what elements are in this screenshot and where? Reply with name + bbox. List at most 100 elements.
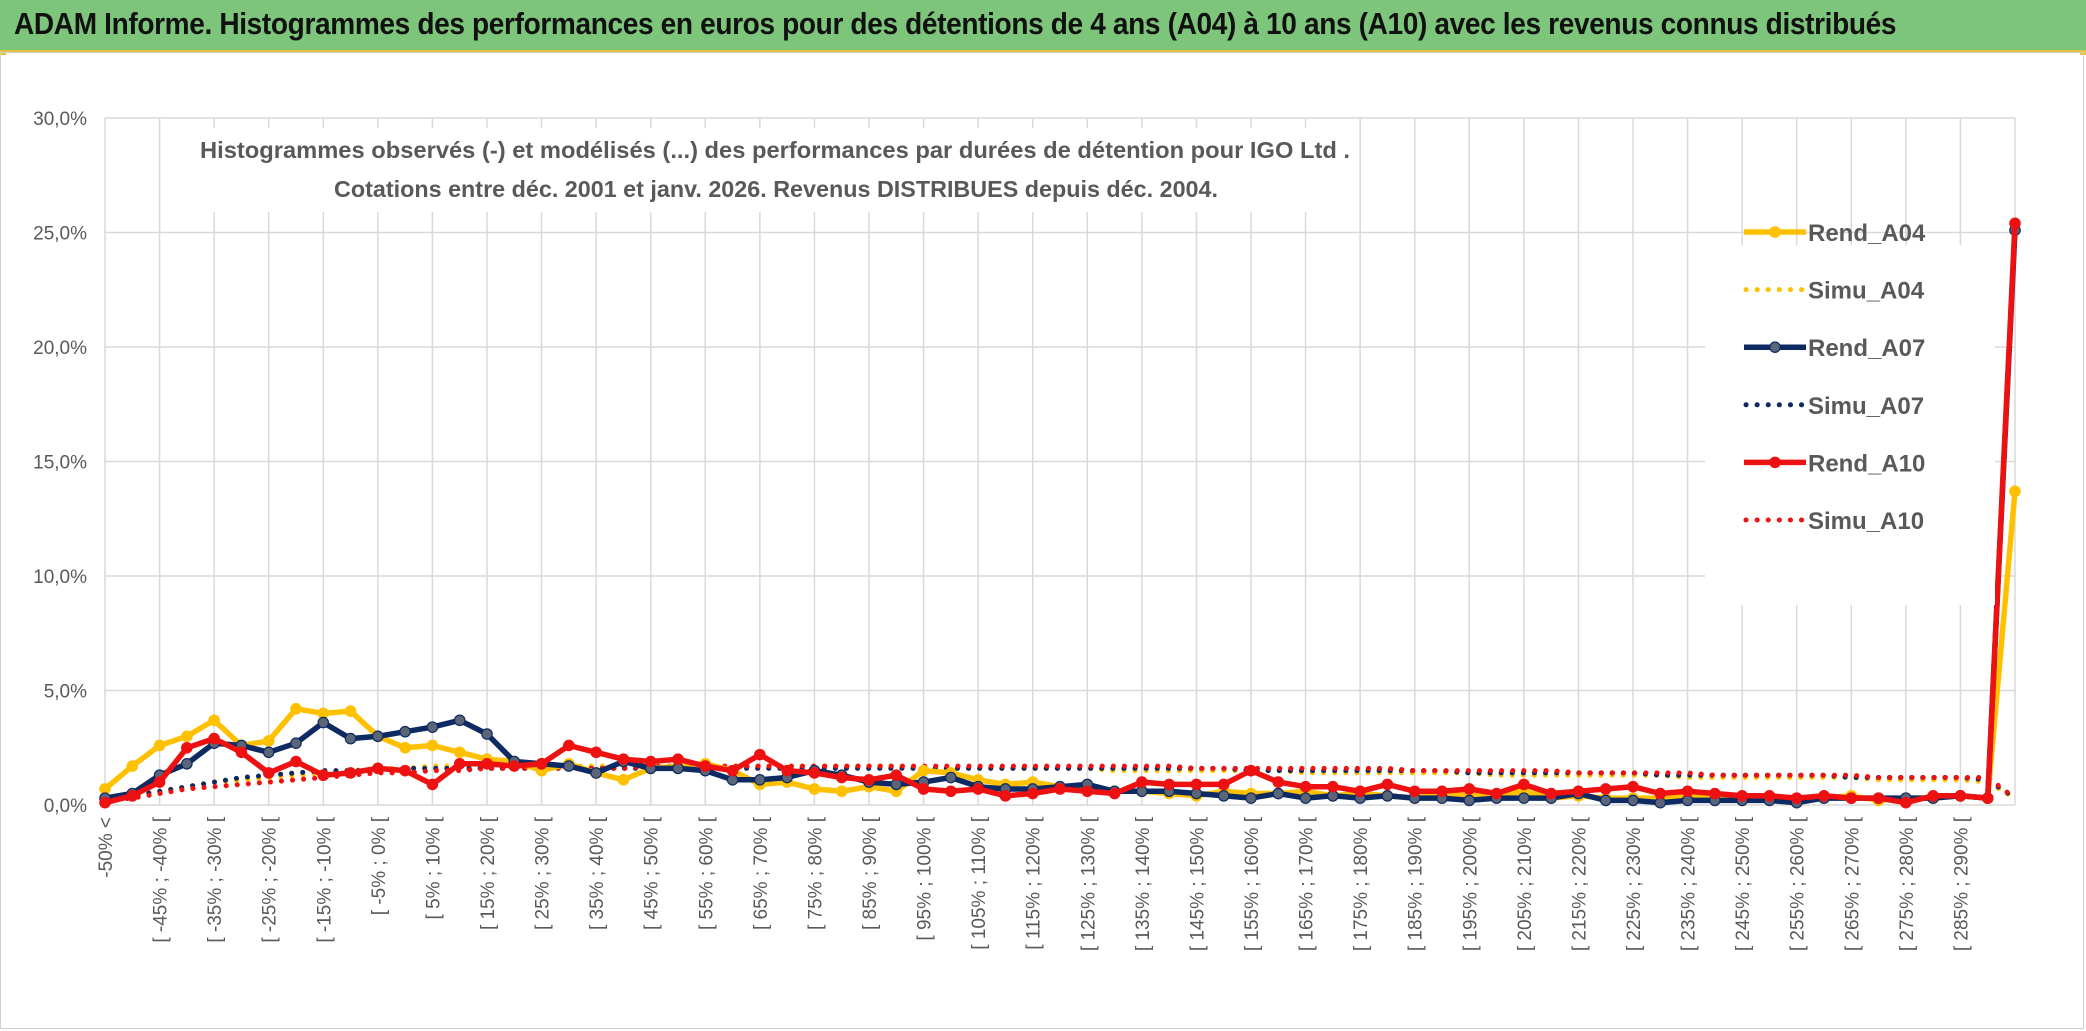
data-point-rend-a04 <box>262 735 275 747</box>
data-point-rend-a10 <box>563 739 575 752</box>
data-point-rend-a04 <box>453 746 466 759</box>
data-point-rend-a10 <box>1763 790 1776 802</box>
data-point-rend-a10 <box>1845 792 1858 804</box>
data-point-rend-a10 <box>999 790 1012 802</box>
data-point-rend-a10 <box>1436 785 1448 798</box>
legend-label-simu-a07: Simu_A07 <box>1808 393 1924 420</box>
legend-label-simu-a10: Simu_A10 <box>1808 508 1924 535</box>
x-tick-label: [ 255% ; 260% [ <box>1788 816 1809 951</box>
data-point-rend-a04 <box>917 764 930 777</box>
data-point-rend-a04 <box>2009 485 2021 498</box>
data-point-rend-a10 <box>590 746 602 759</box>
x-tick-label: [ 45% ; 50% [ <box>642 816 663 930</box>
data-point-rend-a10 <box>1736 790 1748 802</box>
data-point-rend-a10 <box>181 741 193 754</box>
legend-label-simu-a04: Simu_A04 <box>1808 278 1925 305</box>
data-point-rend-a10 <box>1408 785 1421 798</box>
data-point-rend-a07 <box>1463 794 1476 807</box>
data-point-rend-a10 <box>699 760 712 772</box>
data-point-rend-a07 <box>1518 792 1530 804</box>
data-point-rend-a10 <box>945 785 957 798</box>
x-tick-label: -50% < <box>96 817 117 878</box>
data-point-rend-a10 <box>153 776 166 788</box>
chart-gridlines <box>104 117 2016 806</box>
data-point-rend-a10 <box>1927 790 1939 802</box>
data-point-rend-a07 <box>1627 794 1639 807</box>
data-point-rend-a10 <box>1681 785 1694 798</box>
data-point-rend-a10 <box>208 732 220 745</box>
chart-frame <box>0 52 2084 1029</box>
y-tick-label: 10,0% <box>33 567 87 588</box>
data-point-rend-a10 <box>1136 776 1148 788</box>
data-point-rend-a07 <box>1299 792 1312 804</box>
data-point-rend-a04 <box>617 774 630 786</box>
data-point-rend-a07 <box>372 730 384 743</box>
data-point-rend-a10 <box>399 764 411 777</box>
x-tick-label: [ 75% ; 80% [ <box>805 816 826 930</box>
data-point-rend-a07 <box>453 714 466 727</box>
data-point-rend-a10 <box>481 757 493 770</box>
x-tick-label: [ -35% ; -30% [ <box>205 816 226 942</box>
chart-subtitle: Cotations entre déc. 2001 et janv. 2026.… <box>334 176 1218 202</box>
data-point-rend-a07 <box>426 721 439 733</box>
x-axis-ticks: -50% < [ -45% ; -40% [[ -35% ; -30% [[ -2… <box>96 816 1972 951</box>
data-point-rend-a10 <box>372 762 384 775</box>
series-line-simu-a07 <box>102 765 2018 803</box>
x-tick-label: [ 105% ; 110% [ <box>969 816 990 949</box>
data-point-rend-a07 <box>1272 787 1285 800</box>
x-tick-label: [ 175% ; 180% [ <box>1351 816 1372 951</box>
data-point-rend-a10 <box>890 769 903 782</box>
y-tick-label: 15,0% <box>33 453 87 474</box>
data-point-rend-a10 <box>754 748 766 761</box>
x-tick-label: [ 185% ; 190% [ <box>1406 816 1427 951</box>
y-tick-label: 25,0% <box>33 224 87 245</box>
series-line-simu-a10 <box>102 763 2018 803</box>
data-point-rend-a10 <box>1981 792 1994 804</box>
x-tick-label: [ 25% ; 30% [ <box>533 816 554 930</box>
data-point-rend-a07 <box>945 771 957 784</box>
data-point-rend-a10 <box>1354 785 1366 798</box>
x-tick-label: [ 95% ; 100% [ <box>915 816 936 940</box>
data-point-rend-a07 <box>1217 790 1230 802</box>
data-point-rend-a10 <box>453 757 466 770</box>
data-point-rend-a10 <box>972 783 984 795</box>
data-point-rend-a10 <box>917 783 930 795</box>
data-point-rend-a07 <box>1381 790 1394 802</box>
x-tick-label: [ -45% ; -40% [ <box>151 816 172 942</box>
data-point-rend-a10 <box>1545 787 1557 800</box>
data-point-rend-a10 <box>1081 785 1094 798</box>
data-point-rend-a07 <box>1245 792 1257 804</box>
x-tick-label: [ 205% ; 210% [ <box>1515 816 1536 951</box>
data-point-rend-a10 <box>1572 785 1585 798</box>
data-point-rend-a10 <box>1381 778 1394 791</box>
data-point-rend-a10 <box>835 771 848 784</box>
data-point-rend-a10 <box>1327 780 1339 793</box>
data-point-rend-a10 <box>235 746 248 759</box>
data-point-rend-a10 <box>317 769 330 782</box>
y-tick-label: 0,0% <box>44 796 87 817</box>
x-tick-label: [ 5% ; 10% [ <box>423 816 444 919</box>
chart-title: Histogrammes observés (-) et modélisés (… <box>200 137 1350 163</box>
y-tick-label: 30,0% <box>33 109 87 130</box>
data-point-rend-a10 <box>1818 790 1830 802</box>
chart-title-block: Histogrammes observés (-) et modélisés (… <box>198 128 1353 212</box>
data-point-rend-a07 <box>181 757 193 770</box>
legend-label-rend-a10: Rend_A10 <box>1808 450 1925 477</box>
x-tick-label: [ 125% ; 130% [ <box>1078 816 1099 951</box>
data-point-rend-a04 <box>181 730 193 743</box>
x-tick-label: [ 85% ; 90% [ <box>860 816 881 930</box>
data-point-rend-a07 <box>563 760 575 772</box>
x-tick-label: [ 265% ; 270% [ <box>1842 816 1863 951</box>
data-point-rend-a10 <box>1299 780 1312 793</box>
x-tick-label: [ 245% ; 250% [ <box>1733 816 1754 951</box>
report-title: ADAM Informe. Histogrammes des performan… <box>14 6 1897 41</box>
x-tick-label: [ 135% ; 140% [ <box>1133 816 1154 951</box>
x-tick-label: [ 195% ; 200% [ <box>1460 816 1481 951</box>
legend-marker-rend-a07 <box>1769 341 1781 353</box>
chart-legend: Rend_A04 Simu_A04 Rend_A07 Simu_A07 Rend_A10… <box>1705 220 1995 605</box>
data-point-rend-a10 <box>1518 778 1530 791</box>
data-point-rend-a04 <box>126 760 139 772</box>
x-tick-label: [ 115% ; 120% [ <box>1024 816 1045 949</box>
data-point-rend-a10 <box>1790 792 1803 804</box>
data-point-rend-a10 <box>1272 776 1285 788</box>
